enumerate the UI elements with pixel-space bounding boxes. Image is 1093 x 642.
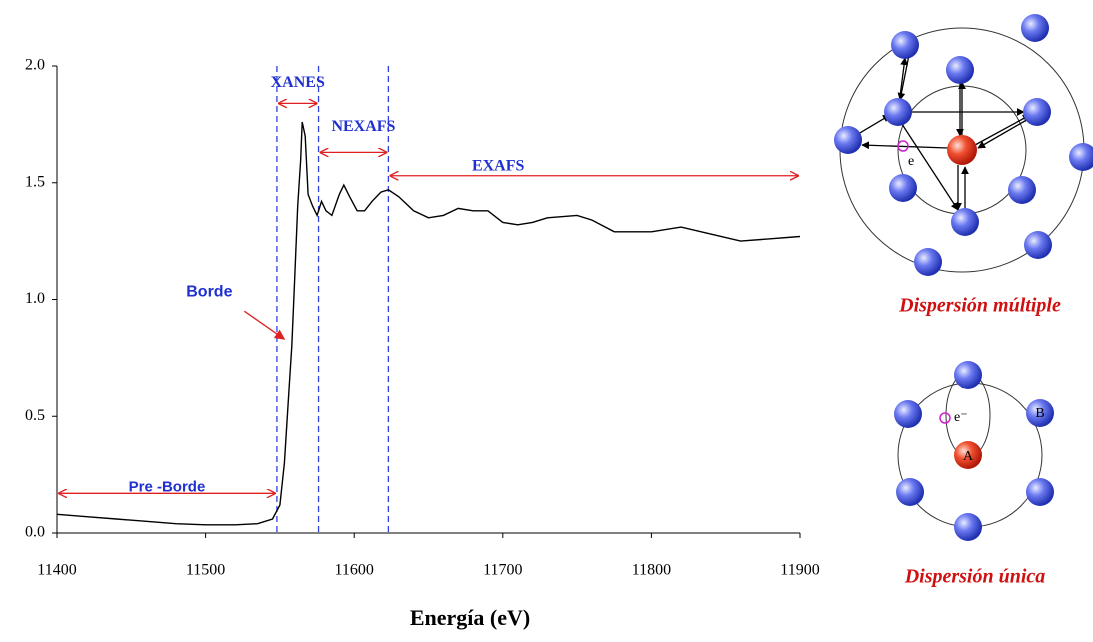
- y-tick-label: 0.0: [25, 524, 45, 541]
- x-tick-label: 11700: [483, 562, 522, 579]
- paths: [847, 49, 1031, 211]
- atoms: [894, 361, 1054, 541]
- single-scattering-diagram: [894, 361, 1054, 541]
- electron: [939, 412, 951, 424]
- electron: [897, 140, 909, 152]
- absorber-label: A: [963, 449, 974, 464]
- y-tick-label: 2.0: [25, 57, 45, 74]
- x-tick-label: 11800: [632, 562, 671, 579]
- y-tick-label: 1.5: [25, 173, 45, 190]
- electron-label: e⁻: [954, 410, 968, 425]
- y-tick-label: 0.5: [25, 407, 45, 424]
- x-axis-title: Energía (eV): [410, 605, 530, 630]
- x-tick-label: 11500: [186, 562, 225, 579]
- atoms: [834, 14, 1093, 276]
- line: [56, 121, 801, 526]
- edge-arrow: [243, 310, 286, 340]
- region-label: NEXAFS: [331, 118, 395, 135]
- x-tick-label: 11600: [334, 562, 373, 579]
- region-label: Pre -Borde: [129, 478, 206, 495]
- x-tick-label: 11900: [780, 562, 819, 579]
- absorber-atom: [947, 135, 977, 165]
- y-tick-label: 1.0: [25, 290, 45, 307]
- region-label: XANES: [271, 74, 325, 91]
- x-tick-label: 11400: [37, 562, 76, 579]
- region-label: EXAFS: [472, 157, 525, 174]
- edge-label: Borde: [186, 283, 232, 300]
- caption: Dispersión única: [904, 566, 1046, 588]
- absorber-atom: [954, 441, 982, 469]
- plot: 0.0 0.5 1.0 1.5 2.0 11400 11500 11600 11700 11800…: [25, 57, 820, 579]
- caption: Dispersión múltiple: [898, 295, 1061, 317]
- scatterer-label: B: [1035, 406, 1044, 421]
- electron-label: e: [908, 154, 914, 169]
- multiple-scattering-diagram: [834, 14, 1093, 276]
